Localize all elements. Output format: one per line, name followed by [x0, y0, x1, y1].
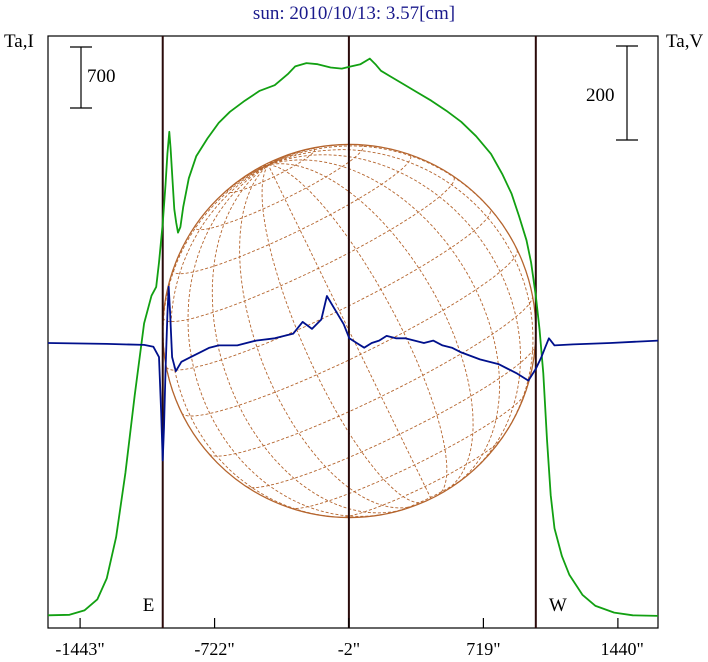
latitude-line: [339, 438, 503, 518]
longitude-line: [268, 164, 448, 496]
latitude-line: [246, 345, 536, 489]
longitude-line: [268, 149, 534, 439]
longitude-line: [231, 164, 269, 187]
latitude-line: [208, 296, 533, 457]
latitude-line: [227, 148, 315, 194]
plot-border: [47, 35, 659, 629]
longitude-line: [267, 160, 273, 166]
x-axis-ticks: -1443" -722" -2" 719" 1440": [55, 618, 644, 659]
limb-marker-label: W: [549, 595, 567, 616]
longitude-line: [261, 164, 425, 504]
limb-marker-label: E: [143, 595, 155, 616]
longitude-line: [239, 164, 414, 509]
series-group: [47, 57, 659, 617]
plot-frame: [47, 35, 659, 629]
series-line-polarization: [47, 285, 659, 462]
longitude-line: [268, 159, 501, 486]
longitude-line: [162, 164, 269, 413]
longitude-line: [201, 164, 269, 217]
scale-bar-label: 700: [87, 66, 116, 87]
chart-title: sun: 2010/10/13: 3.57[cm]: [252, 3, 456, 24]
left-axis-label: Ta,I: [4, 31, 34, 52]
scale-bar-label: 200: [586, 85, 615, 106]
x-tick-label: -2": [338, 639, 360, 659]
longitude-line: [170, 164, 340, 518]
longitude-line: [268, 157, 282, 166]
longitude-line: [268, 154, 521, 471]
series-line-intensity: [47, 57, 659, 617]
x-tick-label: -1443": [55, 639, 104, 659]
right-axis-label: Ta,V: [666, 31, 704, 52]
x-tick-label: -722": [194, 639, 234, 659]
longitude-line: [187, 164, 384, 517]
latitude-line: [166, 208, 492, 371]
longitude-line: [268, 163, 474, 490]
latitude-line: [194, 144, 364, 231]
x-tick-label: 1440": [601, 639, 644, 659]
x-tick-label: 719": [466, 639, 500, 659]
latitude-line: [162, 175, 455, 323]
longitude-line: [268, 148, 308, 166]
latitude-line: [392, 476, 466, 513]
longitude-line: [211, 164, 406, 514]
longitude-line: [268, 145, 518, 250]
scale-bars: 700 200: [70, 45, 638, 141]
longitude-line: [262, 164, 269, 167]
latitude-line: [172, 154, 412, 275]
